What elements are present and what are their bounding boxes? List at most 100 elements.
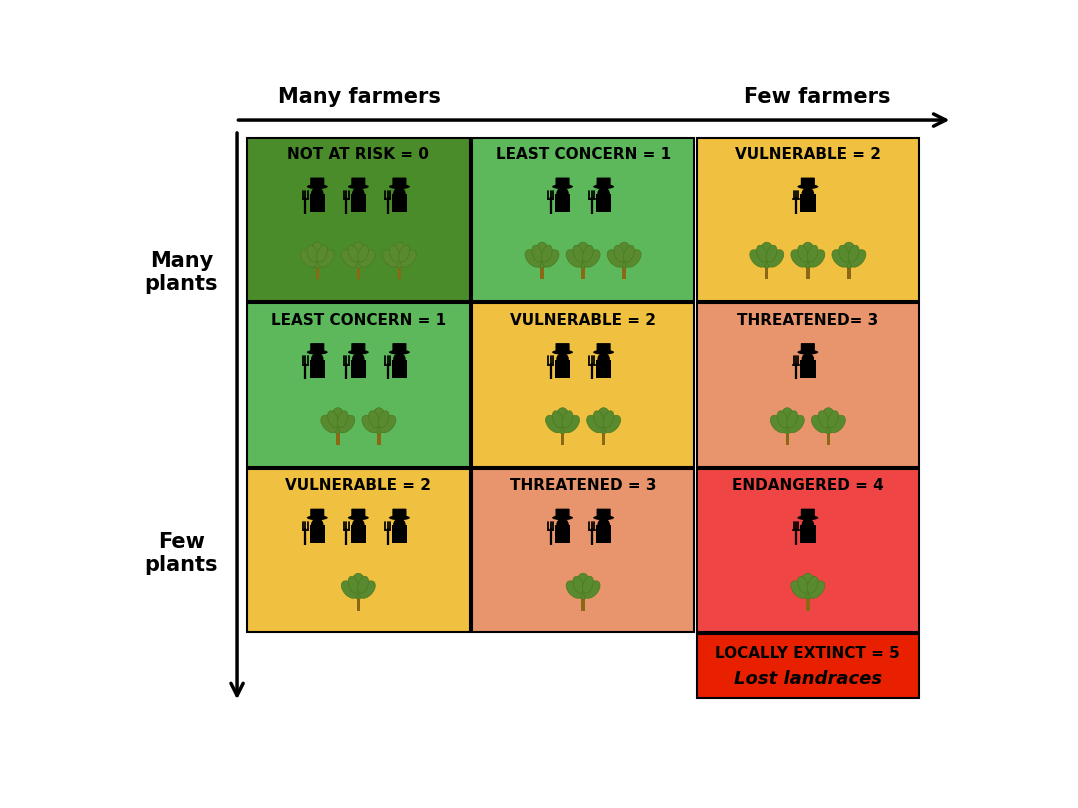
Ellipse shape <box>348 246 359 262</box>
FancyBboxPatch shape <box>377 433 381 445</box>
FancyBboxPatch shape <box>310 509 324 520</box>
Circle shape <box>597 519 610 531</box>
Ellipse shape <box>378 410 389 427</box>
Ellipse shape <box>552 516 573 520</box>
FancyBboxPatch shape <box>555 525 570 543</box>
FancyBboxPatch shape <box>392 178 406 188</box>
Ellipse shape <box>309 242 324 268</box>
Ellipse shape <box>848 246 859 262</box>
Ellipse shape <box>399 246 410 262</box>
FancyBboxPatch shape <box>801 509 815 520</box>
Ellipse shape <box>820 408 835 433</box>
FancyBboxPatch shape <box>351 178 365 188</box>
Ellipse shape <box>800 574 815 599</box>
Ellipse shape <box>791 250 807 267</box>
Ellipse shape <box>818 410 829 427</box>
FancyBboxPatch shape <box>555 509 569 520</box>
Text: THREATENED = 3: THREATENED = 3 <box>510 478 657 493</box>
FancyBboxPatch shape <box>596 360 611 378</box>
Ellipse shape <box>768 250 784 267</box>
Ellipse shape <box>750 250 766 267</box>
Ellipse shape <box>321 415 337 433</box>
Ellipse shape <box>525 250 541 267</box>
Ellipse shape <box>798 350 818 355</box>
FancyBboxPatch shape <box>350 360 367 378</box>
Ellipse shape <box>342 581 358 598</box>
Ellipse shape <box>808 581 825 598</box>
FancyBboxPatch shape <box>602 433 606 445</box>
Ellipse shape <box>596 408 611 433</box>
FancyBboxPatch shape <box>351 509 365 520</box>
Ellipse shape <box>392 242 406 268</box>
Ellipse shape <box>350 242 365 268</box>
Text: VULNERABLE = 2: VULNERABLE = 2 <box>286 478 431 493</box>
FancyBboxPatch shape <box>561 433 564 445</box>
FancyBboxPatch shape <box>596 178 610 188</box>
FancyBboxPatch shape <box>696 303 920 466</box>
Ellipse shape <box>543 250 559 267</box>
Ellipse shape <box>593 516 614 520</box>
Ellipse shape <box>605 415 621 433</box>
FancyBboxPatch shape <box>696 469 920 632</box>
Circle shape <box>353 519 364 531</box>
Ellipse shape <box>535 242 550 268</box>
Ellipse shape <box>330 408 345 433</box>
Ellipse shape <box>787 410 798 427</box>
Ellipse shape <box>555 408 570 433</box>
FancyBboxPatch shape <box>765 267 769 280</box>
FancyBboxPatch shape <box>391 194 407 213</box>
Text: THREATENED= 3: THREATENED= 3 <box>737 313 879 327</box>
FancyBboxPatch shape <box>786 433 789 445</box>
Ellipse shape <box>389 184 410 189</box>
Text: LEAST CONCERN = 1: LEAST CONCERN = 1 <box>496 147 671 162</box>
FancyBboxPatch shape <box>391 525 407 543</box>
Ellipse shape <box>798 246 808 262</box>
Ellipse shape <box>757 246 768 262</box>
FancyBboxPatch shape <box>801 178 815 188</box>
Ellipse shape <box>531 246 542 262</box>
FancyBboxPatch shape <box>806 267 810 280</box>
Text: ENDANGERED = 4: ENDANGERED = 4 <box>732 478 884 493</box>
Text: LEAST CONCERN = 1: LEAST CONCERN = 1 <box>271 313 446 327</box>
Ellipse shape <box>348 516 369 520</box>
FancyBboxPatch shape <box>555 194 570 213</box>
Ellipse shape <box>842 242 856 268</box>
Ellipse shape <box>541 246 552 262</box>
Ellipse shape <box>808 250 825 267</box>
FancyBboxPatch shape <box>555 343 569 354</box>
FancyBboxPatch shape <box>350 525 367 543</box>
FancyBboxPatch shape <box>392 509 406 520</box>
Circle shape <box>802 519 814 531</box>
Ellipse shape <box>359 581 375 598</box>
Ellipse shape <box>389 516 410 520</box>
FancyBboxPatch shape <box>357 267 360 280</box>
Ellipse shape <box>552 410 563 427</box>
Ellipse shape <box>372 408 386 433</box>
Ellipse shape <box>564 415 580 433</box>
Ellipse shape <box>389 246 400 262</box>
FancyBboxPatch shape <box>357 599 360 611</box>
FancyBboxPatch shape <box>581 267 584 280</box>
FancyBboxPatch shape <box>247 303 470 466</box>
FancyBboxPatch shape <box>247 138 470 301</box>
FancyBboxPatch shape <box>392 343 406 354</box>
Circle shape <box>353 353 364 365</box>
Ellipse shape <box>362 415 378 433</box>
Ellipse shape <box>576 574 591 599</box>
Ellipse shape <box>791 581 807 598</box>
Text: VULNERABLE = 2: VULNERABLE = 2 <box>735 147 881 162</box>
Ellipse shape <box>566 250 582 267</box>
FancyBboxPatch shape <box>581 599 584 611</box>
Ellipse shape <box>593 350 614 355</box>
Ellipse shape <box>307 350 328 355</box>
Ellipse shape <box>593 410 605 427</box>
Ellipse shape <box>572 246 583 262</box>
Circle shape <box>802 187 814 200</box>
FancyBboxPatch shape <box>247 469 470 632</box>
FancyBboxPatch shape <box>540 267 543 280</box>
FancyBboxPatch shape <box>350 194 367 213</box>
Ellipse shape <box>369 410 379 427</box>
Ellipse shape <box>348 576 359 593</box>
FancyBboxPatch shape <box>800 194 816 213</box>
Ellipse shape <box>582 576 593 593</box>
